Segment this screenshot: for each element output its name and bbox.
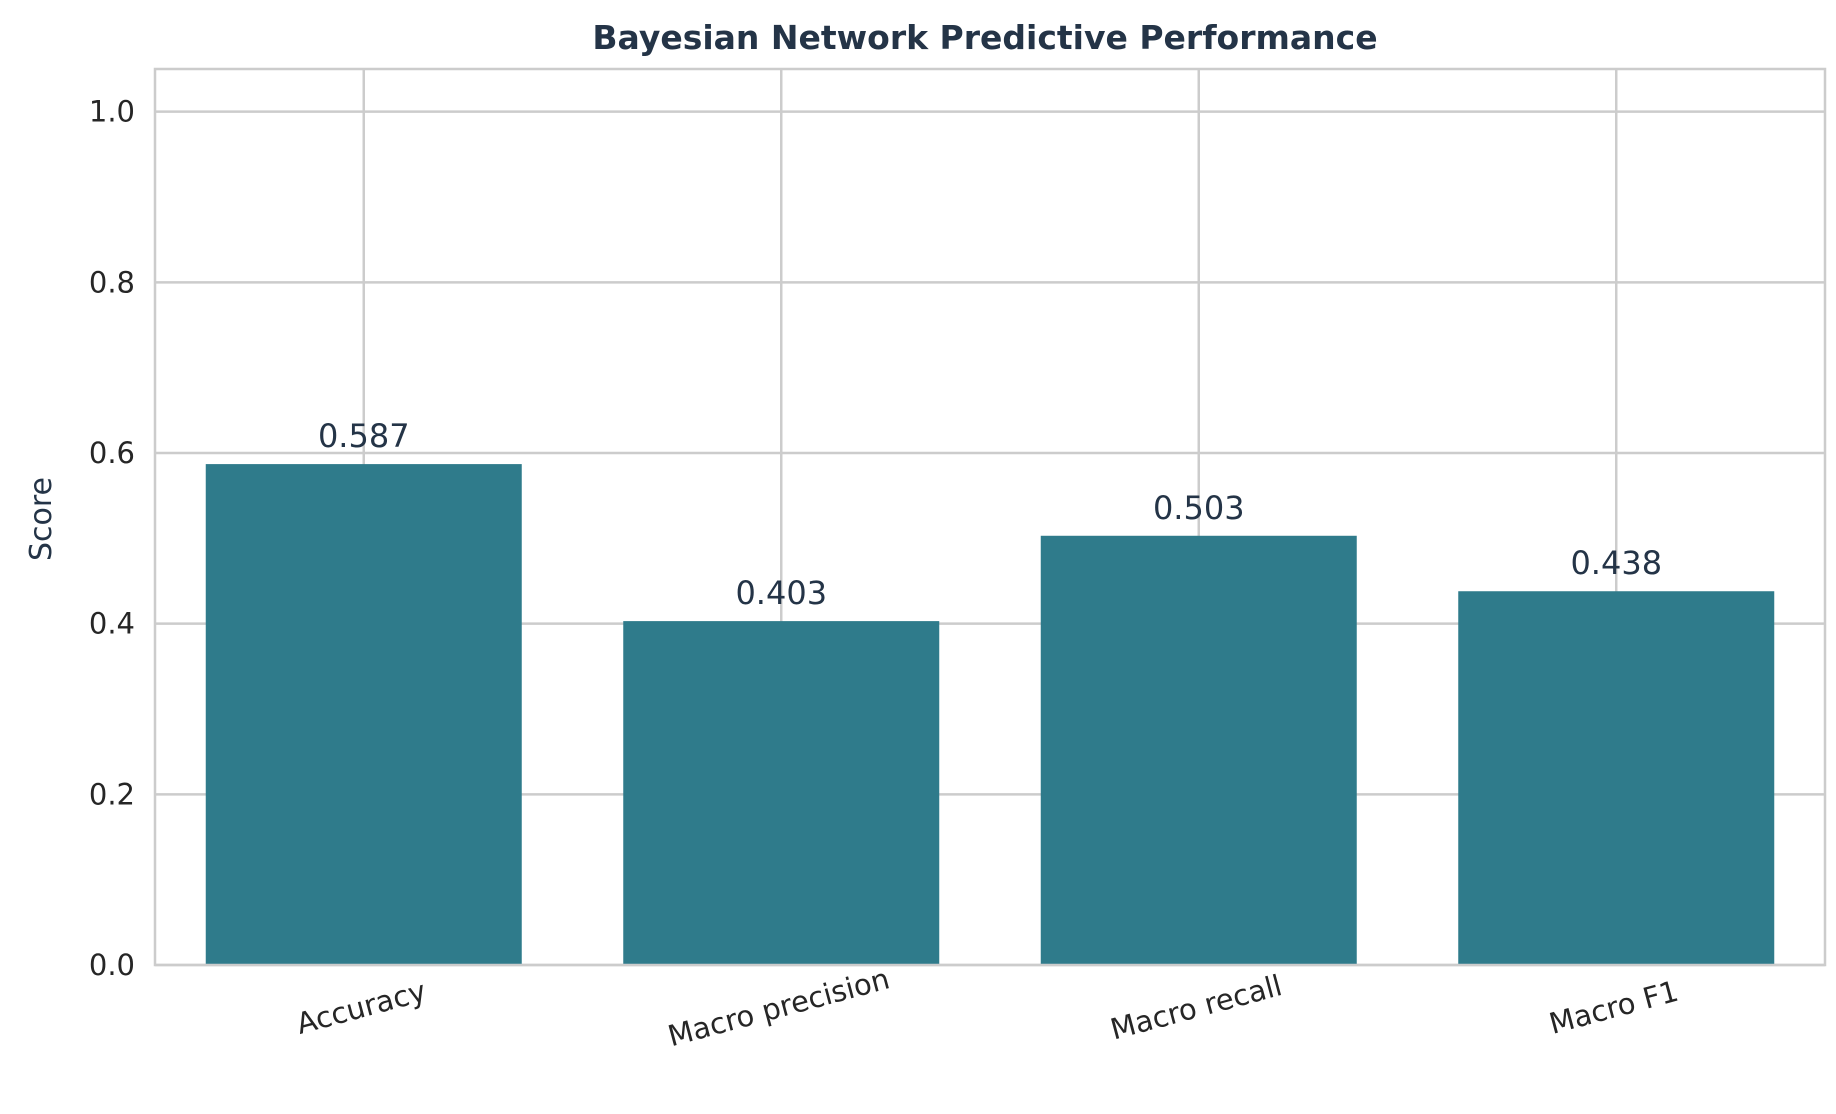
y-tick-labels: 0.0 0.2 0.4 0.6 0.8 1.0 (89, 95, 135, 982)
y-tick-label: 1.0 (89, 95, 135, 129)
y-tick-label: 0.4 (89, 607, 135, 641)
y-tick-label: 0.6 (89, 436, 135, 470)
bar-macro-f1 (1458, 591, 1775, 965)
bar-accuracy (205, 464, 522, 965)
bar-macro-recall (1040, 535, 1357, 965)
y-axis-label: Score (24, 477, 59, 561)
y-tick-label: 0.2 (89, 777, 135, 811)
plot-frame (153, 67, 1827, 967)
y-tick-label: 0.0 (89, 948, 135, 982)
bar-layer (205, 464, 1775, 965)
chart-title: Bayesian Network Predictive Performance (592, 18, 1377, 57)
data-label: 0.403 (735, 574, 827, 612)
bar-macro-precision (623, 621, 940, 965)
data-label: 0.503 (1153, 489, 1245, 527)
data-label: 0.438 (1570, 544, 1662, 582)
y-tick-label: 0.8 (89, 265, 135, 299)
data-label: 0.587 (318, 417, 410, 455)
data-label-layer: 0.587 0.403 0.503 0.438 (318, 417, 1662, 612)
